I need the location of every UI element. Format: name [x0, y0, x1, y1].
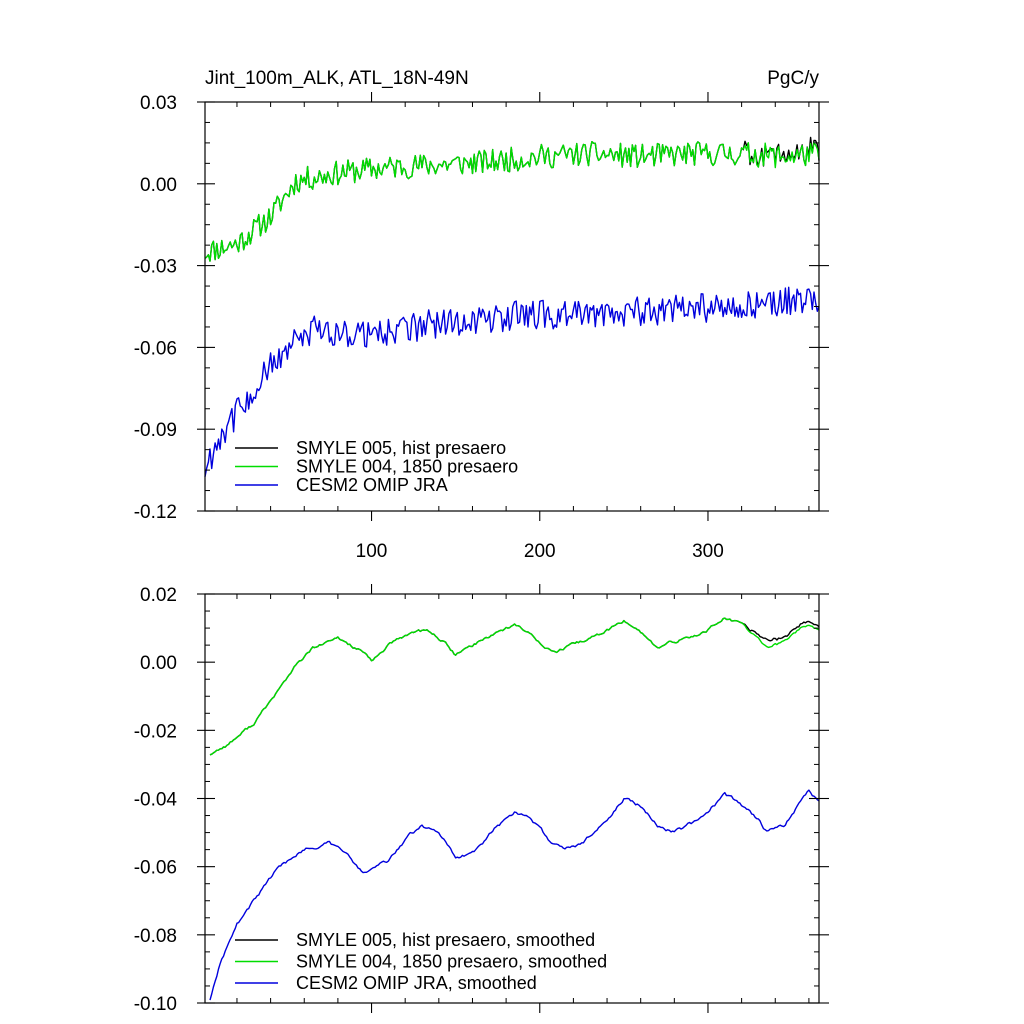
x-tick-label: 300 [692, 541, 724, 562]
y-tick-label: 0.00 [140, 175, 177, 196]
legend-label: CESM2 OMIP JRA [296, 475, 448, 495]
bottom-panel: -0.10 -0.08 -0.06 -0.04 -0.02 0.00 0.02 SMYLE 0… [134, 584, 829, 1015]
y-tick-label: 0.03 [140, 93, 177, 114]
y-tick-label: -0.10 [134, 994, 177, 1015]
chart-title: Jint_100m_ALK, ATL_18N-49N [205, 68, 469, 89]
series-line-green [209, 617, 820, 756]
y-tick-label: -0.04 [134, 790, 178, 811]
y-tick-label: -0.12 [134, 502, 177, 523]
legend-label: SMYLE 004, 1850 presaero, smoothed [296, 952, 607, 972]
series-line-blue [209, 789, 820, 1001]
y-tick-label: 0.02 [140, 585, 177, 606]
legend-label: SMYLE 005, hist presaero, smoothed [296, 930, 595, 950]
units-label: PgC/y [767, 68, 819, 89]
legend-label: SMYLE 005, hist presaero [296, 438, 506, 458]
y-tick-label: -0.06 [134, 338, 177, 359]
series-line-blue [204, 286, 820, 477]
x-tick-label: 200 [524, 541, 556, 562]
top-panel: -0.12 -0.09 -0.06 -0.03 0.00 0.03 100 200 300 Jin… [134, 68, 829, 562]
y-tick-label: -0.03 [134, 257, 177, 278]
series-line-green [204, 141, 820, 262]
legend-label: CESM2 OMIP JRA, smoothed [296, 973, 537, 993]
y-tick-label: -0.09 [134, 420, 177, 441]
x-tick-label: 100 [356, 541, 388, 562]
legend-label: SMYLE 004, 1850 presaero [296, 457, 518, 477]
y-tick-label: 0.00 [140, 653, 177, 674]
y-tick-label: -0.02 [134, 721, 177, 742]
series-line-hist [209, 617, 820, 756]
y-tick-label: -0.08 [134, 926, 177, 947]
y-tick-label: -0.06 [134, 858, 177, 879]
